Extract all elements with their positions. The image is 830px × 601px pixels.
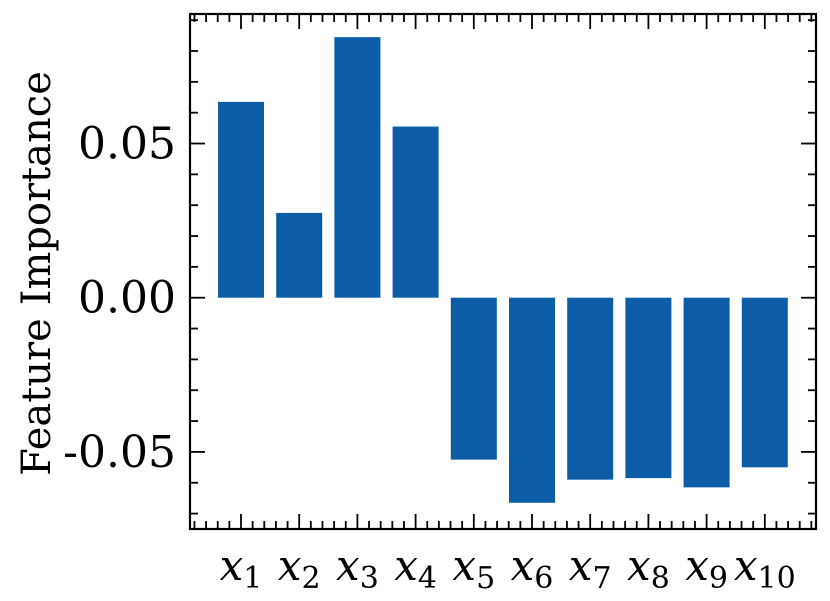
axis-ticks (190, 14, 816, 529)
y-tick-label: -0.05 (63, 427, 176, 478)
x-tick-label: x2 (278, 541, 321, 596)
bar-x5 (450, 297, 497, 460)
y-tick-labels: -0.05 0.00 0.05 (63, 119, 176, 478)
axes-frame (188, 12, 818, 531)
bar-x3 (334, 37, 381, 298)
bar-x6 (509, 297, 555, 503)
x-tick-label: x8 (627, 541, 670, 596)
x-tick-label: x10 (734, 541, 796, 596)
bar-x1 (218, 101, 264, 298)
y-tick-label: 0.05 (78, 119, 176, 170)
x-tick-label: x3 (336, 541, 379, 596)
x-tick-label: x4 (394, 541, 437, 596)
bar-x9 (683, 297, 730, 488)
x-tick-labels: x1 x2 x3 x4 x5 x6 x7 x8 x9 x10 (220, 541, 796, 596)
y-axis-label: Feature Importance (14, 71, 60, 476)
bar-x10 (741, 297, 788, 468)
bar-x7 (567, 297, 614, 480)
bar-x8 (625, 297, 672, 479)
x-tick-label: x7 (569, 541, 612, 596)
x-tick-label: x5 (452, 541, 495, 596)
y-tick-label: 0.00 (78, 273, 176, 324)
bar-x4 (392, 126, 439, 298)
bars (218, 37, 788, 503)
bar-x2 (276, 212, 323, 298)
x-tick-label: x9 (685, 541, 728, 596)
x-tick-label: x6 (511, 541, 554, 596)
x-tick-label: x1 (220, 541, 263, 596)
